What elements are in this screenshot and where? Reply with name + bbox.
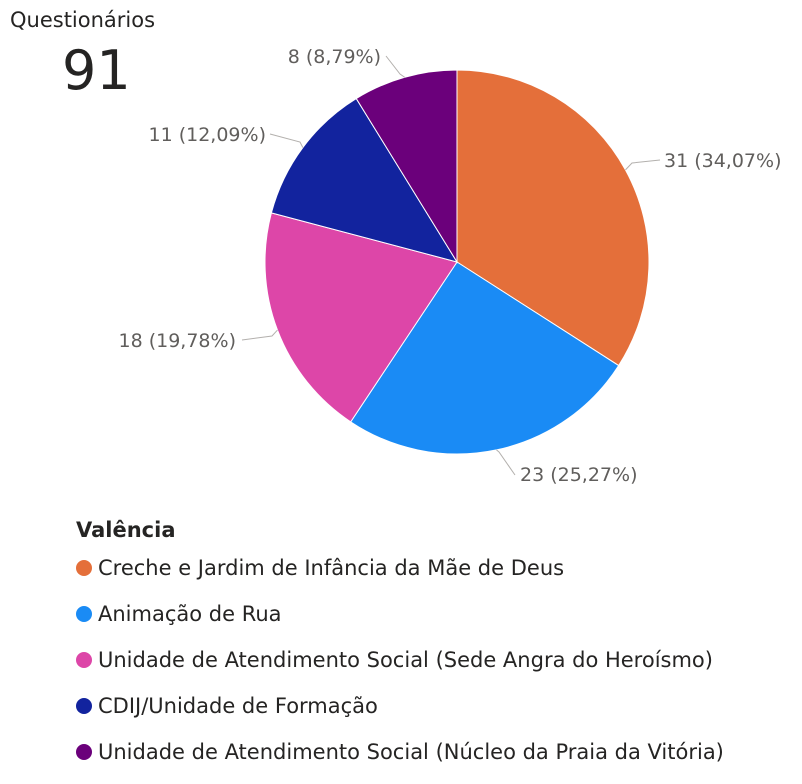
legend-marker-icon — [76, 698, 92, 714]
leader-line — [241, 329, 278, 341]
kpi-value: 91 — [62, 39, 131, 102]
leader-line — [625, 159, 661, 171]
data-label: 31 (34,07%) — [664, 150, 782, 172]
kpi-label: Questionários — [10, 8, 156, 32]
legend-item[interactable]: CDIJ/Unidade de Formação — [76, 692, 724, 720]
data-label: 23 (25,27%) — [520, 464, 638, 486]
legend-marker-icon — [76, 606, 92, 622]
pie-slice[interactable] — [270, 97, 459, 263]
pie-slice[interactable] — [349, 261, 620, 455]
legend-item[interactable]: Unidade de Atendimento Social (Sede Angr… — [76, 646, 724, 674]
leader-line — [496, 449, 516, 476]
legend-label: Animação de Rua — [98, 602, 282, 626]
legend: Valência Creche e Jardim de Infância da … — [76, 518, 724, 784]
legend-item[interactable]: Creche e Jardim de Infância da Mãe de De… — [76, 554, 724, 582]
leader-line — [385, 55, 405, 78]
legend-label: Unidade de Atendimento Social (Núcleo da… — [98, 740, 724, 764]
legend-label: CDIJ/Unidade de Formação — [98, 694, 378, 718]
legend-marker-icon — [76, 652, 92, 668]
data-label: 8 (8,79%) — [288, 46, 381, 68]
pie-slice[interactable] — [355, 69, 458, 264]
pie-chart[interactable]: 31 (34,07%) 23 (25,27%) 18 (19,78%) 11 (12,… — [0, 0, 802, 510]
pie-slice[interactable] — [456, 69, 650, 367]
legend-title: Valência — [76, 518, 176, 542]
pie-slice[interactable] — [264, 212, 458, 423]
data-label: 18 (19,78%) — [119, 330, 237, 352]
leader-line — [269, 133, 304, 148]
legend-item[interactable]: Animação de Rua — [76, 600, 724, 628]
legend-label: Unidade de Atendimento Social (Sede Angr… — [98, 648, 713, 672]
legend-item[interactable]: Unidade de Atendimento Social (Núcleo da… — [76, 738, 724, 766]
legend-label: Creche e Jardim de Infância da Mãe de De… — [98, 556, 565, 580]
data-label: 11 (12,09%) — [149, 124, 267, 146]
legend-marker-icon — [76, 560, 92, 576]
legend-marker-icon — [76, 744, 92, 760]
